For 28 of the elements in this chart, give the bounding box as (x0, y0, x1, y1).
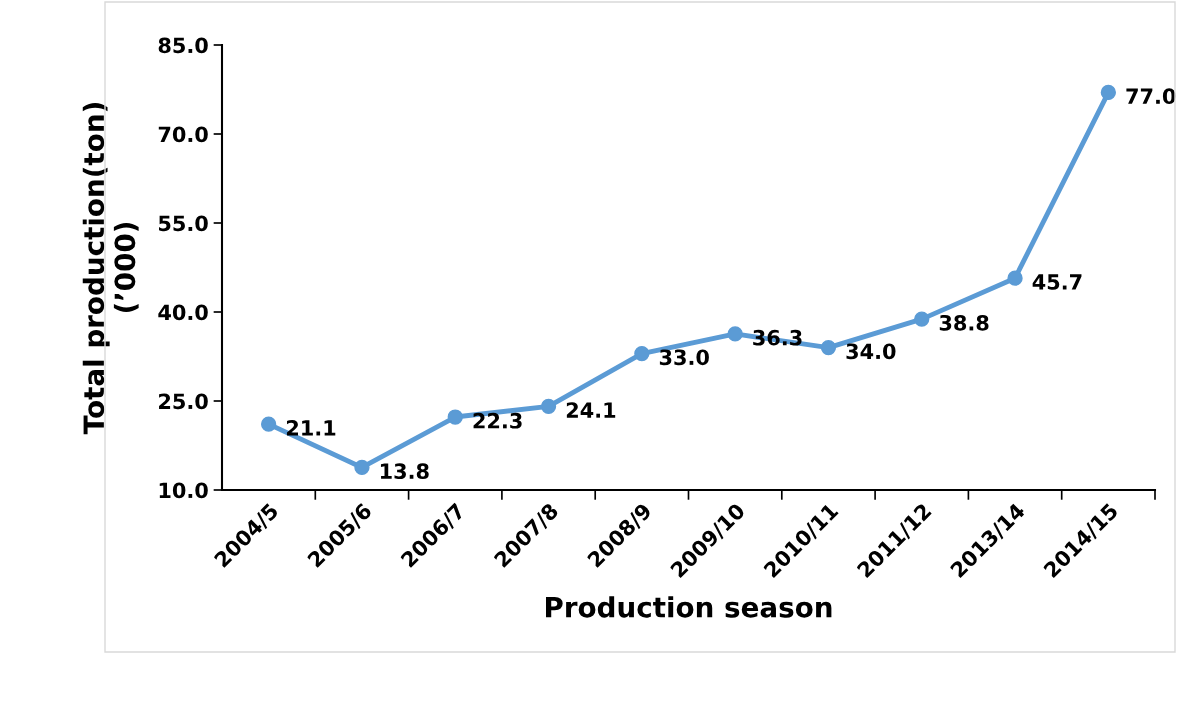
y-tick-label: 10.0 (159, 482, 208, 499)
y-axis-title: Total production(ton) (’000) (82, 103, 139, 435)
point (820, 339, 837, 356)
data-label: 38.8 (939, 314, 989, 331)
data-label: 21.1 (286, 419, 336, 436)
point (914, 311, 930, 327)
data-label: 33.0 (659, 349, 709, 366)
point (1100, 84, 1116, 101)
data-label: 34.0 (846, 343, 896, 360)
point (634, 345, 650, 362)
point (354, 459, 370, 476)
data-label: 22.3 (473, 412, 522, 429)
point (727, 326, 743, 342)
y-tick-label: 85.0 (158, 37, 208, 54)
x-axis-title: Production season (546, 596, 832, 618)
y-tick-label: 25.0 (159, 393, 208, 410)
data-label: 36.3 (753, 329, 802, 346)
data-label: 24.1 (566, 402, 616, 418)
point (540, 398, 557, 414)
data-label: 45.7 (1032, 274, 1082, 290)
point (447, 409, 463, 425)
point (261, 416, 277, 432)
y-tick-label: 70.0 (158, 126, 208, 143)
y-tick-label: 55.0 (159, 215, 208, 232)
y-tick-label: 40.0 (158, 304, 208, 321)
point (1007, 270, 1023, 286)
data-label: 13.8 (380, 463, 429, 480)
data-label: 77.0 (1126, 88, 1176, 105)
